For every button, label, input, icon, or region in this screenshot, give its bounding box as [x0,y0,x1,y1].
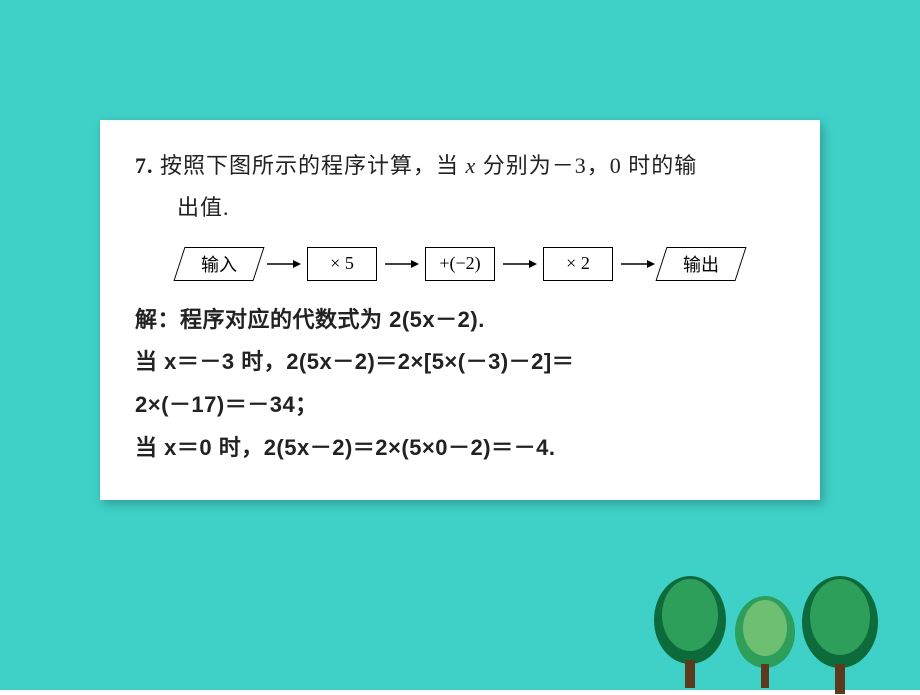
flow-op2-node: +(−2) [425,247,495,281]
flow-op1-node: × 5 [307,247,377,281]
flow-output-label: 输出 [683,251,719,277]
problem-line1a: 按照下图所示的程序计算，当 [160,153,466,178]
flow-output-node: 输出 [655,247,746,281]
solution-block: 解：程序对应的代数式为 2(5x－2). 当 x＝－3 时，2(5x－2)＝2×… [135,299,785,471]
problem-number: 7. [135,153,154,178]
arrow-icon [619,257,655,271]
arrow-icon [501,257,537,271]
problem-line1b: 分别为－3，0 时的输 [476,153,697,178]
problem-card: 7. 按照下图所示的程序计算，当 x 分别为－3，0 时的输 出值. 输入 × … [100,120,820,500]
arrow-icon [383,257,419,271]
flow-op1-label: × 5 [330,253,354,274]
trees-decoration-icon [630,555,890,695]
arrow-icon [265,257,301,271]
flow-op2-label: +(−2) [439,253,480,274]
variable-x: x [466,153,477,178]
flow-input-label: 输入 [201,251,237,277]
flowchart-diagram: 输入 × 5 +(−2) × 2 输出 [135,247,785,281]
solution-line4: 当 x＝0 时，2(5x－2)＝2×(5×0－2)＝－4. [135,427,785,470]
solution-line2: 当 x＝－3 时，2(5x－2)＝2×[5×(－3)－2]＝ [135,341,785,384]
flow-op3-node: × 2 [543,247,613,281]
solution-line3: 2×(－17)＝－34； [135,384,785,427]
problem-line2: 出值. [135,187,785,229]
flow-op3-label: × 2 [566,253,590,274]
solution-line1: 解：程序对应的代数式为 2(5x－2). [135,299,785,342]
problem-statement: 7. 按照下图所示的程序计算，当 x 分别为－3，0 时的输 出值. [135,145,785,229]
flow-input-node: 输入 [173,247,264,281]
